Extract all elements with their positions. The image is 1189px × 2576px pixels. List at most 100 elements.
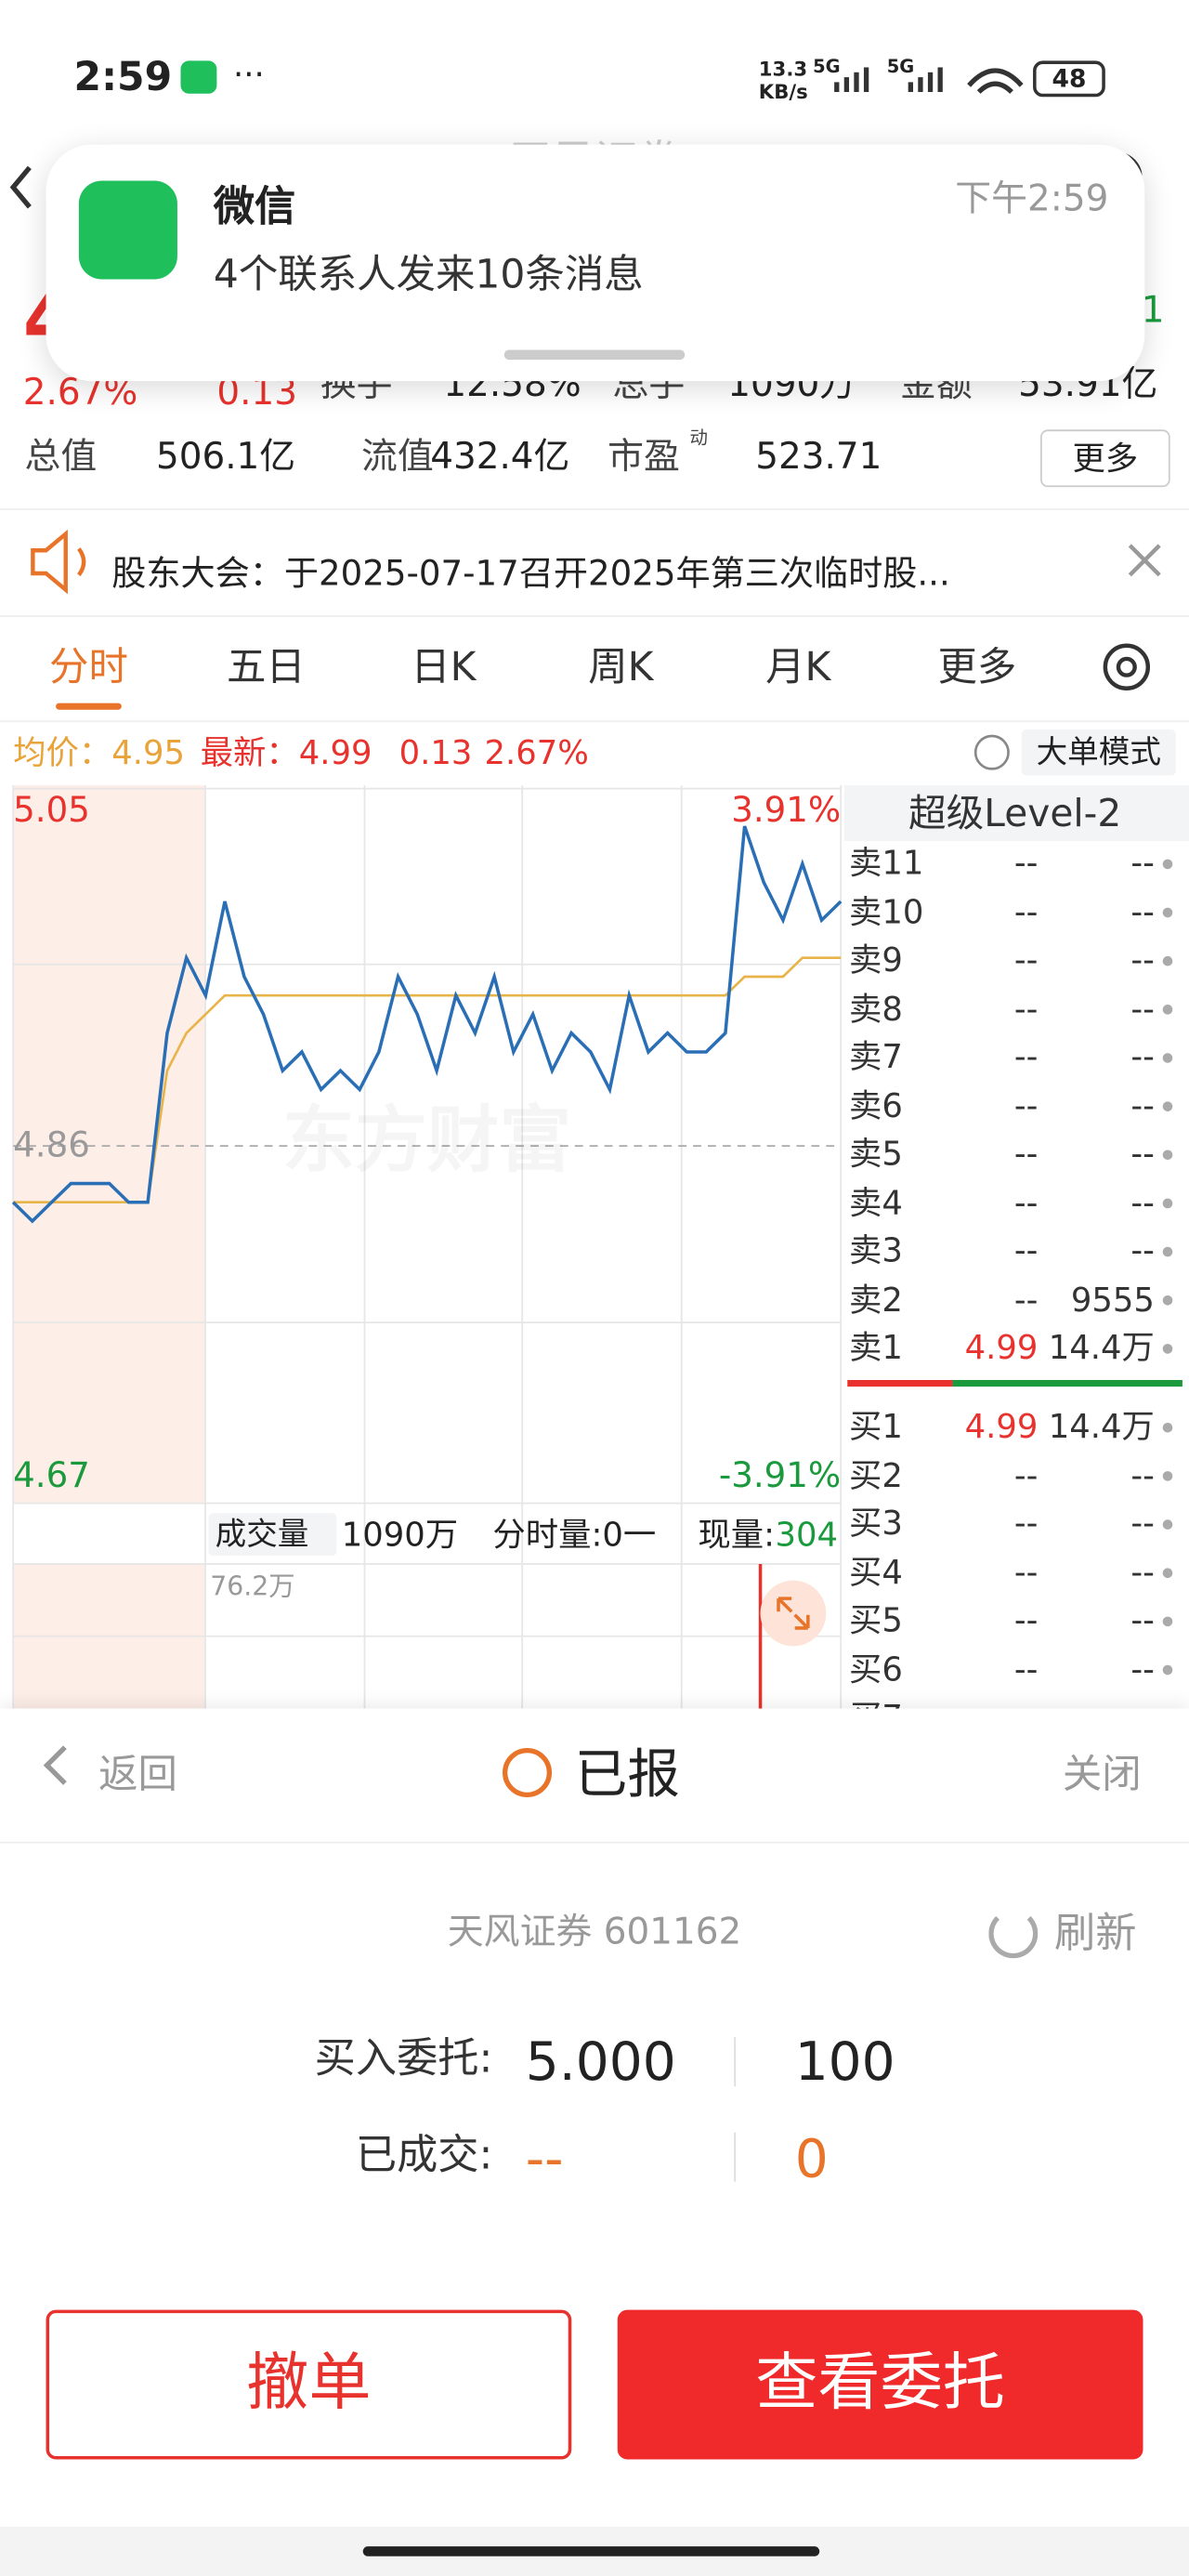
level-label: 买2 xyxy=(849,1454,903,1494)
view-text[interactable]: 查看委托 xyxy=(755,2346,1006,2419)
mode-button-bg[interactable] xyxy=(1021,729,1176,776)
level-dot xyxy=(1162,1422,1173,1433)
settings-icon[interactable] xyxy=(1103,643,1151,690)
tab[interactable]: 周K xyxy=(588,643,654,690)
stat-label: 流值 xyxy=(360,436,434,479)
level-label: 买3 xyxy=(849,1503,903,1544)
level-qty: -- xyxy=(1130,842,1155,883)
tab[interactable]: 日K xyxy=(411,643,477,690)
level-price: -- xyxy=(1013,1230,1039,1270)
cancel-button[interactable] xyxy=(46,2309,572,2460)
y-tick-label: 5.05 xyxy=(13,791,90,831)
close-button[interactable]: 关闭 xyxy=(1062,1750,1142,1797)
level-dot xyxy=(1162,907,1173,918)
announcement[interactable]: 股东大会：于2025-07-17召开2025年第三次临时股... xyxy=(111,554,950,594)
stat-value: 523.71 xyxy=(755,436,882,479)
cancel-text[interactable]: 撤单 xyxy=(246,2346,372,2419)
wechat-icon xyxy=(78,180,177,280)
level-price: -- xyxy=(1013,1084,1039,1125)
divider xyxy=(734,2132,737,2182)
wechat-status-icon xyxy=(180,60,217,94)
latest-change: 0.13 xyxy=(399,732,473,772)
level-dot xyxy=(1162,1295,1173,1306)
time: 2:59 xyxy=(73,53,173,100)
level-label: 卖1 xyxy=(849,1327,903,1367)
level-label: 卖9 xyxy=(849,940,903,979)
order-book-title: 超级Level-2 xyxy=(908,794,1122,837)
level-price: -- xyxy=(1013,1279,1039,1319)
volume-selector-bg[interactable] xyxy=(208,1513,337,1557)
level-qty: -- xyxy=(1130,1133,1155,1174)
level-price: -- xyxy=(1013,1503,1039,1544)
order-label: 买入委托: xyxy=(314,2033,493,2082)
tab[interactable]: 分时 xyxy=(49,643,128,690)
y2-tick-label: -3.91% xyxy=(718,1456,842,1496)
close-icon[interactable] xyxy=(1128,544,1161,577)
tab[interactable]: 月K xyxy=(765,643,831,690)
level-qty: -- xyxy=(1130,1036,1155,1076)
view-button[interactable] xyxy=(617,2309,1143,2460)
gesture-bar xyxy=(362,2546,820,2556)
level-qty: -- xyxy=(1130,940,1155,979)
tab[interactable]: 更多 xyxy=(937,643,1017,690)
filled-price: -- xyxy=(525,2127,564,2190)
level-qty: -- xyxy=(1130,1649,1155,1689)
separator xyxy=(0,1841,1189,1844)
notification-handle xyxy=(503,349,686,361)
refresh-button[interactable]: 刷新 xyxy=(1054,1909,1137,1957)
level-dot xyxy=(1162,955,1173,966)
refresh-icon[interactable] xyxy=(988,1909,1039,1959)
price-line xyxy=(11,825,843,1224)
help-icon[interactable] xyxy=(973,734,1010,770)
notification-message: 4个联系人发来10条消息 xyxy=(213,250,644,297)
latest-price: 最新：4.99 xyxy=(200,732,372,772)
more-button-bg[interactable] xyxy=(1040,429,1170,488)
level-label: 卖8 xyxy=(849,988,903,1028)
y-tick-label: 4.86 xyxy=(13,1124,90,1165)
expand-icon xyxy=(777,1597,810,1630)
back-icon[interactable] xyxy=(9,165,32,209)
level-qty: 14.4万 xyxy=(1048,1406,1155,1446)
expand-button[interactable] xyxy=(760,1580,827,1647)
stat-value: 506.1亿 xyxy=(155,436,296,479)
mode-button[interactable]: 大单模式 xyxy=(1036,733,1161,770)
level-dot xyxy=(1162,1101,1173,1111)
avg-price: 均价：4.95 xyxy=(13,732,185,772)
level-label: 卖4 xyxy=(849,1181,903,1222)
level-qty: 14.4万 xyxy=(1048,1327,1155,1367)
level2-header-bg xyxy=(843,785,1189,842)
level-price: -- xyxy=(1013,891,1039,931)
order-qty: 100 xyxy=(794,2030,895,2093)
level-price: -- xyxy=(1013,1599,1039,1640)
stat-label: 总值 xyxy=(24,436,98,479)
battery: 48 xyxy=(1052,63,1087,94)
level-label: 卖10 xyxy=(849,891,924,931)
tab[interactable]: 五日 xyxy=(226,643,306,690)
level-label: 买4 xyxy=(849,1551,903,1592)
level-dot xyxy=(1162,1150,1173,1161)
level-qty: -- xyxy=(1130,1454,1155,1494)
level-qty: -- xyxy=(1130,1599,1155,1640)
level-qty: -- xyxy=(1130,1551,1155,1592)
level-price: -- xyxy=(1013,1551,1039,1592)
level-dot xyxy=(1162,1519,1173,1530)
wifi-icon xyxy=(967,68,1024,94)
level-price: -- xyxy=(1013,1036,1039,1076)
notification-card[interactable] xyxy=(46,144,1145,382)
level-label: 卖7 xyxy=(849,1036,903,1076)
notification-time: 下午2:59 xyxy=(955,178,1109,220)
level-price: 4.99 xyxy=(964,1327,1039,1367)
level-label: 卖6 xyxy=(849,1084,903,1125)
level-dot xyxy=(1162,1246,1173,1257)
back-button[interactable]: 返回 xyxy=(98,1750,177,1797)
more-button[interactable]: 更多 xyxy=(1072,439,1139,479)
volume-selector[interactable]: 成交量 xyxy=(215,1516,309,1552)
level-dot xyxy=(1162,1471,1173,1481)
level-price: -- xyxy=(1013,988,1039,1028)
signal-label: 5G xyxy=(813,56,841,78)
level-dot xyxy=(1162,1198,1173,1209)
speaker-icon xyxy=(31,529,86,595)
net-unit: KB/s xyxy=(758,80,808,104)
